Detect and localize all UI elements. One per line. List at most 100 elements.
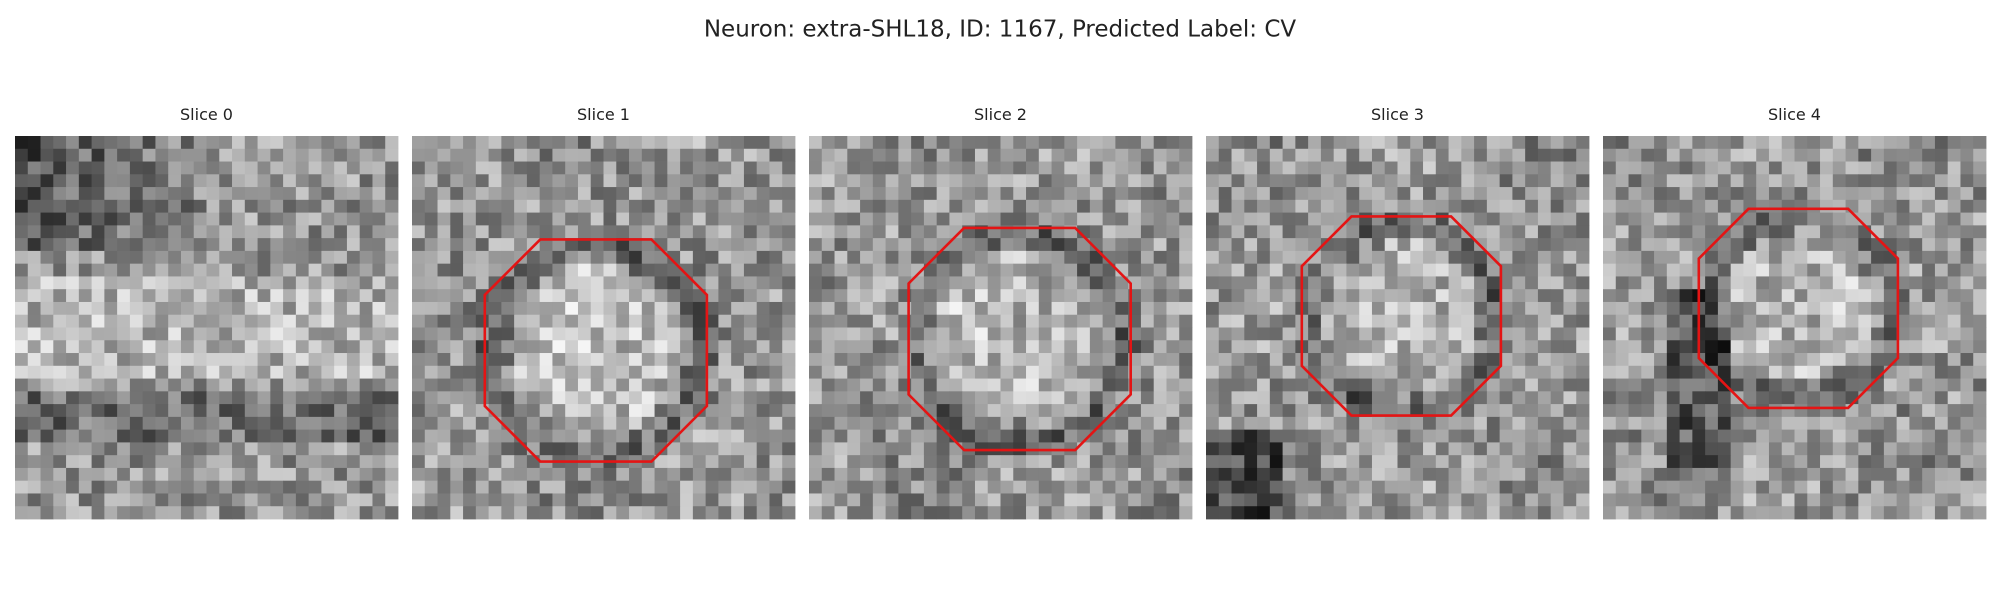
pixel — [834, 199, 848, 213]
pixel — [1807, 429, 1821, 443]
pixel — [1960, 148, 1974, 162]
pixel — [1883, 148, 1898, 162]
pixel — [1435, 391, 1449, 405]
pixel — [718, 289, 732, 303]
pixel — [872, 365, 886, 379]
pixel — [257, 506, 271, 520]
pixel — [1461, 467, 1475, 482]
pixel — [1947, 289, 1961, 303]
pixel — [321, 225, 335, 239]
pixel — [1000, 391, 1014, 405]
pixel — [412, 136, 426, 150]
pixel — [1474, 480, 1488, 494]
pixel — [244, 506, 258, 520]
pixel — [257, 199, 271, 213]
pixel — [1820, 301, 1834, 316]
pixel — [308, 314, 322, 328]
pixel — [731, 263, 745, 277]
pixel — [1218, 238, 1232, 252]
pixel — [1486, 289, 1501, 303]
pixel — [91, 442, 105, 456]
pixel — [1486, 199, 1501, 213]
pixel — [1973, 429, 1987, 443]
pixel — [1166, 365, 1180, 379]
pixel — [1448, 276, 1462, 290]
pixel — [1486, 416, 1501, 431]
pixel — [155, 301, 169, 316]
pixel — [1960, 136, 1974, 150]
pixel — [1218, 187, 1232, 201]
pixel — [501, 301, 515, 316]
pixel — [1346, 391, 1360, 405]
pixel — [923, 161, 938, 175]
pixel — [295, 225, 310, 239]
pixel — [1423, 263, 1437, 277]
pixel — [936, 429, 950, 443]
pixel — [53, 301, 67, 316]
pixel — [168, 378, 182, 392]
pixel — [847, 225, 861, 239]
pixel — [1486, 340, 1501, 354]
pixel — [782, 327, 796, 341]
pixel — [180, 314, 195, 328]
pixel — [385, 250, 399, 265]
pixel — [1550, 161, 1564, 175]
pixel — [514, 301, 528, 316]
pixel — [1206, 429, 1220, 443]
pixel — [463, 480, 477, 494]
pixel — [974, 416, 989, 431]
pixel — [949, 493, 963, 507]
pixel — [475, 314, 489, 328]
pixel — [1013, 340, 1027, 354]
pixel — [809, 199, 823, 213]
pixel — [1308, 276, 1322, 290]
pixel — [834, 161, 848, 175]
pixel — [270, 301, 284, 316]
pixel — [1333, 327, 1347, 341]
pixel — [1013, 480, 1027, 494]
pixel — [1576, 187, 1590, 201]
pixel — [437, 199, 451, 213]
pixel — [1140, 391, 1155, 405]
pixel — [359, 378, 373, 392]
pixel — [692, 340, 707, 354]
pixel — [1000, 404, 1014, 418]
pixel — [1410, 365, 1424, 379]
pixel — [962, 404, 976, 418]
pixel — [1371, 161, 1386, 175]
pixel — [641, 225, 655, 239]
pixel — [885, 327, 899, 341]
pixel — [1525, 148, 1539, 162]
slice-title: Slice 4 — [1768, 105, 1821, 124]
pixel — [206, 187, 220, 201]
pixel — [1102, 289, 1116, 303]
pixel — [705, 212, 719, 226]
pixel — [923, 340, 938, 354]
pixel — [1231, 238, 1245, 252]
pixel — [1628, 340, 1642, 354]
pixel — [1922, 365, 1936, 379]
pixel — [565, 276, 579, 290]
pixel — [641, 289, 655, 303]
pixel — [1973, 365, 1987, 379]
pixel — [1166, 289, 1180, 303]
pixel — [295, 340, 310, 354]
pixel — [219, 238, 233, 252]
pixel — [514, 314, 528, 328]
pixel — [424, 455, 438, 469]
pixel — [1717, 404, 1732, 418]
pixel — [1257, 327, 1271, 341]
pixel — [1461, 442, 1475, 456]
pixel — [1320, 289, 1335, 303]
pixel — [705, 187, 719, 201]
pixel — [641, 136, 655, 150]
pixel — [1013, 199, 1027, 213]
pixel — [206, 263, 220, 277]
pixel — [1140, 225, 1155, 239]
pixel — [1308, 148, 1322, 162]
pixel — [911, 187, 925, 201]
pixel — [1435, 263, 1449, 277]
pixel — [142, 148, 156, 162]
pixel — [1973, 404, 1987, 418]
